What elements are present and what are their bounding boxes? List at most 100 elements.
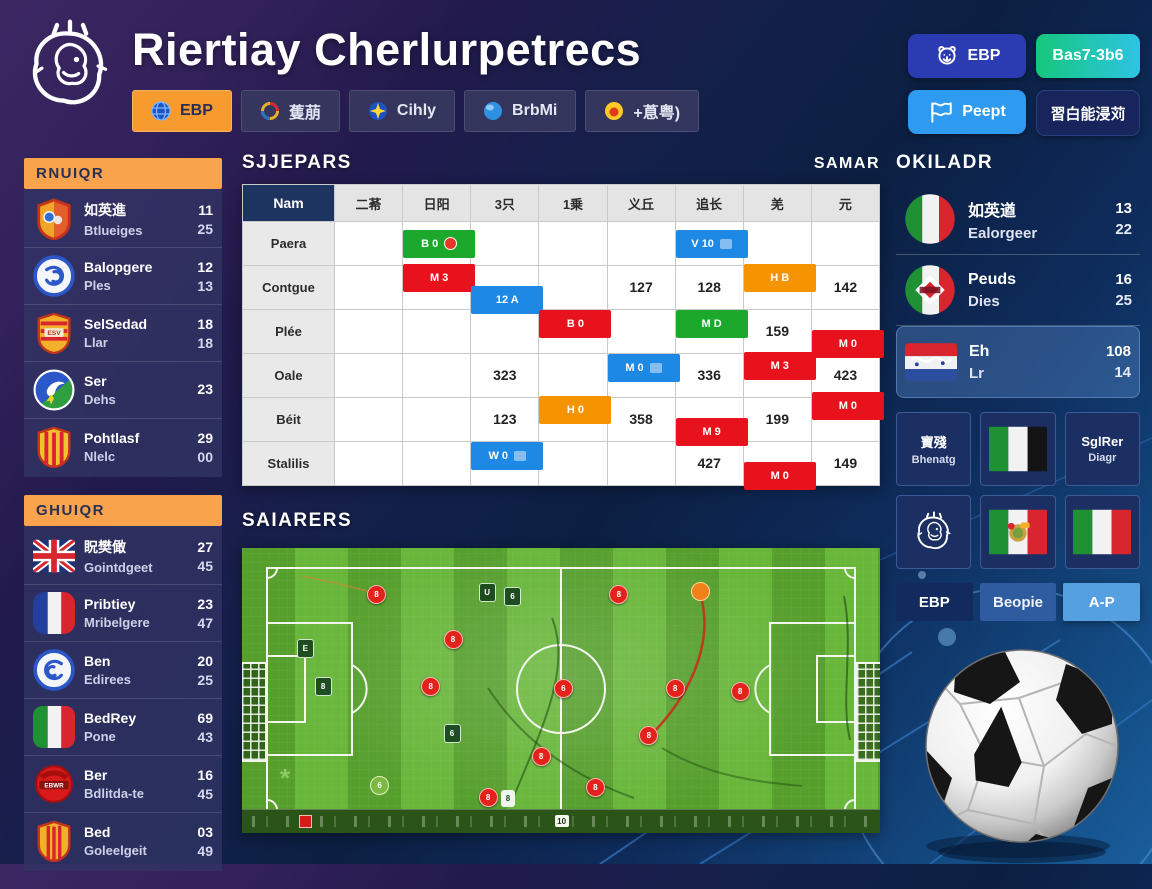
pitch-marker-3[interactable]: 6 — [504, 587, 522, 607]
header-tab-3[interactable]: Cihly — [348, 90, 456, 132]
chip-value: M 0 — [625, 361, 644, 374]
action-button-4[interactable]: 習白能浸苅 — [1036, 90, 1140, 136]
tile-label-1: SglRer — [1081, 434, 1124, 449]
table-cell: W 0 — [470, 441, 544, 486]
team-list-item[interactable]: Balopgere Ples 12 13 — [24, 248, 222, 305]
flag-tile-1[interactable]: 寶殘 Bhenatg — [896, 412, 972, 486]
cell-chip-orange[interactable]: H B — [743, 263, 816, 292]
ranking-line1: 如英遒 — [968, 202, 1017, 220]
pitch-marker-13[interactable]: 6 — [443, 724, 461, 744]
ranking-value-2: 14 — [1114, 364, 1131, 381]
team-list-item[interactable]: Pribtiey Mribelgere 23 47 — [24, 585, 222, 642]
pitch-marker-14[interactable]: 8 — [531, 747, 551, 767]
team-list-item[interactable]: Ben Edirees 20 25 — [24, 642, 222, 699]
flag-tile-2[interactable] — [980, 412, 1056, 486]
cell-chip-green[interactable]: M D — [675, 309, 748, 338]
right-tab-3[interactable]: A-P — [1063, 583, 1141, 621]
flag-tile-5[interactable] — [980, 495, 1056, 569]
header-tab-2[interactable]: 蒦萠 — [240, 90, 340, 132]
sidebar-section-1: RNUIQR 如英進 Btlueiges 11 25 Balopgere Ples 12 13 E… — [24, 158, 222, 477]
header-tab-label: 蒦萠 — [288, 105, 321, 122]
table-cell: B 0 — [402, 221, 476, 266]
ranking-values: 16 25 — [1115, 271, 1132, 309]
table-cell — [402, 397, 472, 442]
ranking-line1: Eh — [969, 342, 990, 360]
pitch-marker-17[interactable]: 8 — [478, 788, 498, 808]
pitch-marker-10[interactable]: 6 — [553, 678, 573, 698]
cell-chip-red[interactable]: B 0 — [539, 309, 612, 338]
team-list-item[interactable]: Ser Dehs 23 — [24, 362, 222, 419]
cell-chip-green[interactable]: B 0 — [403, 229, 476, 258]
team-name-line2: Mribelgere — [84, 615, 150, 630]
cell-chip-red[interactable]: M 0 — [811, 391, 884, 420]
egg-icon — [604, 101, 624, 121]
team-list-item[interactable]: 眖樊㒈 Gointdgeet 27 45 — [24, 528, 222, 585]
cell-chip-red[interactable]: M 0 — [811, 329, 884, 358]
action-button-label: Bas7-3b6 — [1052, 47, 1124, 64]
table-row: Oale 323 M 0 336 M 3 423 — [242, 351, 881, 398]
pitch-marker-5[interactable] — [691, 581, 711, 601]
svg-text:ESV: ESV — [47, 330, 61, 337]
team-list-item[interactable]: ESV SelSedad Llar 18 18 — [24, 305, 222, 362]
pitch-marker-15[interactable]: 8 — [639, 725, 659, 745]
cell-chip-blue[interactable]: 12 A — [471, 285, 544, 314]
cell-value: 358 — [629, 410, 653, 427]
team-list-item[interactable]: Bed Goleelgeit 03 49 — [24, 813, 222, 869]
header-tab-5[interactable]: +蒠粤) — [585, 90, 700, 132]
flag-tile-3[interactable]: SglRer Diagr — [1064, 412, 1140, 486]
right-tab-2[interactable]: Beopie — [979, 583, 1057, 621]
ranking-item-3[interactable]: Eh Lr 108 14 — [896, 326, 1140, 398]
header-tab-4[interactable]: BrbMi — [464, 90, 577, 132]
team-list-item[interactable]: 如英進 Btlueiges 11 25 — [24, 191, 222, 248]
team-value-2: 25 — [197, 220, 213, 237]
pitch-marker-12[interactable]: 8 — [730, 681, 750, 701]
green-white-black-flag — [988, 426, 1047, 472]
flag-tile-6[interactable] — [1064, 495, 1140, 569]
cell-chip-red[interactable]: M 3 — [403, 263, 476, 292]
table-cell: 123 — [470, 397, 540, 442]
sphere-icon — [483, 101, 503, 121]
action-button-1[interactable]: EBP — [908, 34, 1026, 78]
pitch-marker-11[interactable]: 8 — [665, 678, 685, 698]
pitch-marker-16[interactable]: 6 — [370, 775, 390, 795]
pitch-marker-1[interactable]: 8 — [366, 584, 386, 604]
cell-chip-red[interactable]: M 3 — [743, 351, 816, 380]
cell-chip-blue[interactable]: W 0 — [471, 441, 544, 470]
pitch-marker-7[interactable]: 8 — [443, 630, 463, 650]
team-list-item[interactable]: Pohtlasf Nlelc 29 00 — [24, 419, 222, 475]
pitch-marker-8[interactable]: 8 — [314, 677, 332, 697]
flag-tile-4[interactable] — [896, 495, 972, 569]
cell-chip-red[interactable]: M 0 — [743, 461, 816, 490]
team-value-2: 45 — [197, 785, 213, 802]
ranking-value-2: 22 — [1115, 221, 1132, 238]
ranking-item-1[interactable]: 如英遒 Ealorgeer 13 22 — [896, 184, 1140, 255]
cell-chip-red[interactable]: M 9 — [675, 417, 748, 446]
action-button-3[interactable]: Peept — [908, 90, 1026, 134]
table-cell: M 3 — [402, 263, 476, 310]
pitch-marker-9[interactable]: 8 — [421, 677, 441, 697]
right-tab-1[interactable]: EBP — [896, 583, 973, 621]
pitch-marker-18[interactable]: 8 — [500, 789, 515, 807]
ranking-values: 13 22 — [1115, 200, 1132, 238]
action-button-2[interactable]: Bas7-3b6 — [1036, 34, 1140, 78]
pitch-marker-4[interactable]: 8 — [609, 584, 629, 604]
pitch-marker-2[interactable]: U — [478, 583, 496, 603]
team-list-item[interactable]: EBWR Ber Bdlitda-te 16 45 — [24, 756, 222, 813]
header-tab-1[interactable]: EBP — [132, 90, 232, 132]
pitch-marker-6[interactable]: E — [296, 638, 314, 658]
table-cell: 427 — [674, 441, 744, 486]
table-cell: 423 — [810, 353, 881, 398]
cell-chip-blue[interactable]: V 10 — [675, 229, 748, 258]
ranking-line2: Ealorgeer — [968, 224, 1038, 242]
team-list-item[interactable]: BedRey Pone 69 43 — [24, 699, 222, 756]
team-value-1: 20 — [197, 652, 213, 669]
globe-icon — [151, 101, 171, 121]
lion-logo-tile — [910, 508, 958, 556]
team-name-line1: Balopgere — [84, 259, 153, 275]
cell-chip-blue[interactable]: M 0 — [607, 353, 680, 382]
ranking-value-1: 16 — [1115, 271, 1132, 288]
cell-chip-orange[interactable]: H 0 — [539, 395, 612, 424]
flag-serbia-badge — [905, 336, 957, 388]
ranking-item-2[interactable]: Peuds Dies 16 25 — [896, 255, 1140, 326]
